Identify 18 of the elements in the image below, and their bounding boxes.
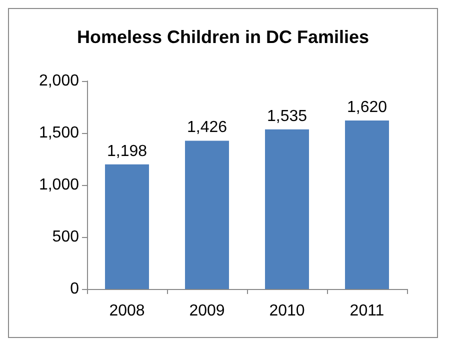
x-tick-label: 2009 bbox=[189, 302, 225, 320]
bar bbox=[345, 120, 389, 289]
bar bbox=[265, 129, 309, 289]
bar bbox=[105, 164, 149, 289]
data-label: 1,426 bbox=[186, 119, 228, 136]
y-tick-label: 0 bbox=[70, 280, 80, 298]
data-label: 1,620 bbox=[346, 99, 388, 116]
x-tick-label: 2010 bbox=[269, 302, 305, 320]
x-tick-label: 2011 bbox=[350, 302, 384, 320]
y-tick-label: 2,000 bbox=[38, 72, 80, 90]
data-label: 1,535 bbox=[266, 108, 308, 125]
y-tick-label: 1,500 bbox=[38, 124, 80, 142]
chart-title: Homeless Children in DC Families bbox=[76, 27, 370, 47]
bar bbox=[185, 140, 229, 289]
y-tick-label: 500 bbox=[52, 228, 80, 246]
data-label: 1,198 bbox=[106, 142, 148, 160]
x-tick-label: 2008 bbox=[109, 302, 145, 320]
y-tick-label: 1,000 bbox=[38, 176, 80, 194]
